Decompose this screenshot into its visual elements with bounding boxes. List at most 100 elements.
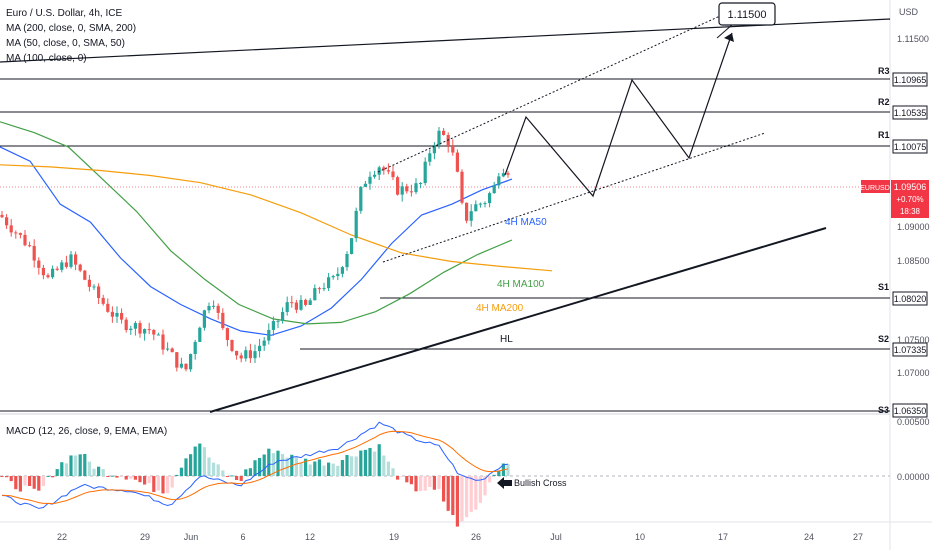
macd-hist-bar xyxy=(60,462,64,476)
macd-hist-bar xyxy=(396,476,400,480)
candle-body xyxy=(239,355,243,359)
candle-body xyxy=(308,300,312,305)
channel-upper-line[interactable] xyxy=(377,15,721,173)
candle xyxy=(207,302,211,314)
macd-hist-bar xyxy=(460,476,464,522)
candle-body xyxy=(101,297,105,304)
candle xyxy=(290,295,294,308)
macd-hist-bar xyxy=(193,446,197,476)
candle xyxy=(110,306,114,323)
candle xyxy=(41,264,45,280)
target-callout[interactable]: 1.11500 xyxy=(716,2,776,39)
upper-trend-line[interactable] xyxy=(0,18,891,63)
macd-hist-bar xyxy=(386,461,390,476)
macd-hist-bar xyxy=(32,476,36,489)
macd-hist-bar xyxy=(281,454,285,476)
svg-text:1.07335: 1.07335 xyxy=(894,345,927,355)
candle xyxy=(396,175,400,196)
candle xyxy=(313,284,317,301)
candle-body xyxy=(18,233,22,235)
candle xyxy=(64,255,68,269)
macd-hist-bar xyxy=(41,476,45,487)
candle xyxy=(143,328,147,341)
candle-body xyxy=(83,270,87,280)
candle xyxy=(497,172,501,189)
legend-ma200[interactable]: MA (200, close, 0, SMA, 200) xyxy=(6,23,137,34)
macd-hist-bar xyxy=(368,448,372,476)
candle-body xyxy=(428,153,432,162)
candle xyxy=(225,327,229,347)
legend-ma100[interactable]: MA (100, close, 0) xyxy=(6,53,87,64)
projection-path[interactable] xyxy=(504,32,733,198)
candle-body xyxy=(290,302,294,304)
svg-text:19: 19 xyxy=(389,532,399,542)
candle xyxy=(382,165,386,175)
legend-ma50[interactable]: MA (50, close, 0, SMA, 50) xyxy=(6,38,125,49)
macd-hist-bar xyxy=(446,476,450,511)
macd-hist-bar xyxy=(138,476,142,483)
macd-hist-bar xyxy=(414,476,418,492)
candle xyxy=(483,201,487,208)
macd-hist-bar xyxy=(244,469,248,476)
candle xyxy=(419,182,423,189)
candle xyxy=(212,300,216,310)
svg-text:1.08500: 1.08500 xyxy=(897,256,930,266)
macd-hist-bar xyxy=(313,461,317,476)
candle xyxy=(239,352,243,363)
candle xyxy=(409,184,413,197)
candle-body xyxy=(97,286,101,298)
price-axis[interactable]: USD 1.11500 1.09000 1.08500 1.07500 1.07… xyxy=(897,7,930,482)
candle-body xyxy=(465,202,469,221)
macd-hist-bar xyxy=(216,464,220,476)
svg-text:0.00000: 0.00000 xyxy=(897,472,930,482)
chart-title[interactable]: Euro / U.S. Dollar, 4h, ICE xyxy=(6,8,123,19)
candle xyxy=(285,296,289,316)
signal-line xyxy=(1,430,509,505)
hl-trend-line[interactable] xyxy=(209,227,827,413)
currency-label: USD xyxy=(899,7,919,17)
current-price-tag[interactable]: EURUSD 1.09506 +0.70% 18:38 xyxy=(860,180,929,218)
svg-text:Jul: Jul xyxy=(550,532,562,542)
candle xyxy=(327,272,331,291)
macd-hist-bar xyxy=(331,463,335,476)
candle-body xyxy=(106,303,110,312)
candle xyxy=(488,191,492,208)
macd-hist-bar xyxy=(106,476,110,477)
candle-body xyxy=(244,350,248,359)
level-price-tags[interactable]: 1.10965 1.10535 1.10075 1.08020 1.07335 … xyxy=(892,72,928,418)
macd-hist-bar xyxy=(478,476,482,503)
candle-body xyxy=(138,323,142,334)
candle-body xyxy=(221,312,225,329)
level-labels: R3 R2 R1 S1 S2 S3 xyxy=(878,66,890,415)
macd-hist-bar xyxy=(377,444,381,476)
svg-text:Bullish Cross: Bullish Cross xyxy=(514,478,567,488)
macd-hist-bar xyxy=(207,457,211,476)
svg-text:R1: R1 xyxy=(878,130,890,140)
macd-lines xyxy=(1,421,509,509)
candle xyxy=(202,309,206,331)
candle-body xyxy=(331,276,335,278)
candle-body xyxy=(386,170,390,172)
macd-hist-bar xyxy=(492,474,496,476)
candle xyxy=(92,284,96,291)
svg-text:1.07000: 1.07000 xyxy=(897,368,930,378)
candle-body xyxy=(74,254,78,265)
candle-body xyxy=(189,354,193,370)
ma50-annotation: 4H MA50 xyxy=(505,217,547,228)
candle-body xyxy=(368,176,372,184)
channel-lower-line[interactable] xyxy=(382,132,766,263)
svg-text:S1: S1 xyxy=(878,282,889,292)
legend-macd[interactable]: MACD (12, 26, close, 9, EMA, EMA) xyxy=(6,426,168,437)
svg-text:22: 22 xyxy=(57,532,67,542)
ma200-annotation: 4H MA200 xyxy=(476,303,524,314)
candle xyxy=(271,316,275,336)
macd-hist-bar xyxy=(202,447,206,476)
candle-body xyxy=(202,310,206,328)
macd-hist-bar xyxy=(317,459,321,476)
macd-hist-bar xyxy=(28,476,32,487)
candle xyxy=(106,298,110,313)
time-axis[interactable]: 22 29 Jun 6 12 19 26 Jul 10 17 24 27 xyxy=(57,532,863,542)
candle xyxy=(258,338,262,358)
macd-hist-bar xyxy=(189,454,193,476)
